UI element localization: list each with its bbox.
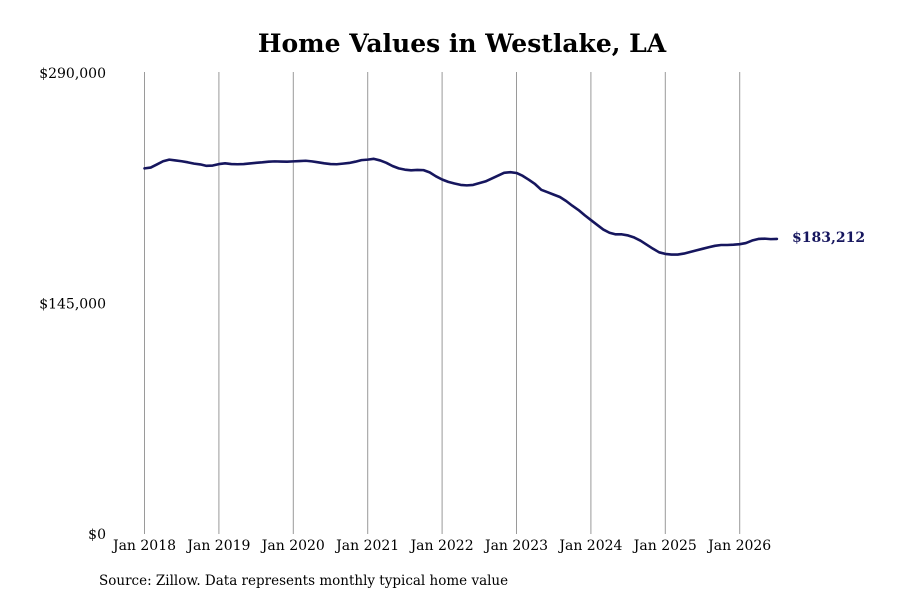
latest-value-label: $183,212 [792,230,865,246]
x-tick-label-jan-2022: Jan 2022 [409,538,474,554]
x-tick-label-jan-2021: Jan 2021 [334,538,399,554]
source-note: Source: Zillow. Data represents monthly … [99,573,509,589]
home-value-series-line [143,157,779,256]
x-tick-label-jan-2019: Jan 2019 [185,538,250,554]
x-tick-label-jan-2026: Jan 2026 [706,538,771,554]
x-tick-label-jan-2018: Jan 2018 [111,538,176,554]
y-tick-label-290-000: $290,000 [39,66,106,82]
x-axis-tick-labels: Jan 2018 Jan 2019 Jan 2020 Jan 2021 Jan 2022… [111,538,771,554]
vertical-gridlines [144,72,741,534]
y-tick-label-145-000: $145,000 [39,297,106,313]
y-axis-tick-labels: $0 $145,000 $290,000 [39,66,106,543]
y-tick-label-0: $0 [88,527,106,543]
x-tick-label-jan-2025: Jan 2025 [632,538,697,554]
x-tick-label-jan-2024: Jan 2024 [557,538,622,554]
chart-title: Home Values in Westlake, LA [258,29,667,58]
x-tick-label-jan-2023: Jan 2023 [483,538,548,554]
x-tick-label-jan-2020: Jan 2020 [260,538,325,554]
